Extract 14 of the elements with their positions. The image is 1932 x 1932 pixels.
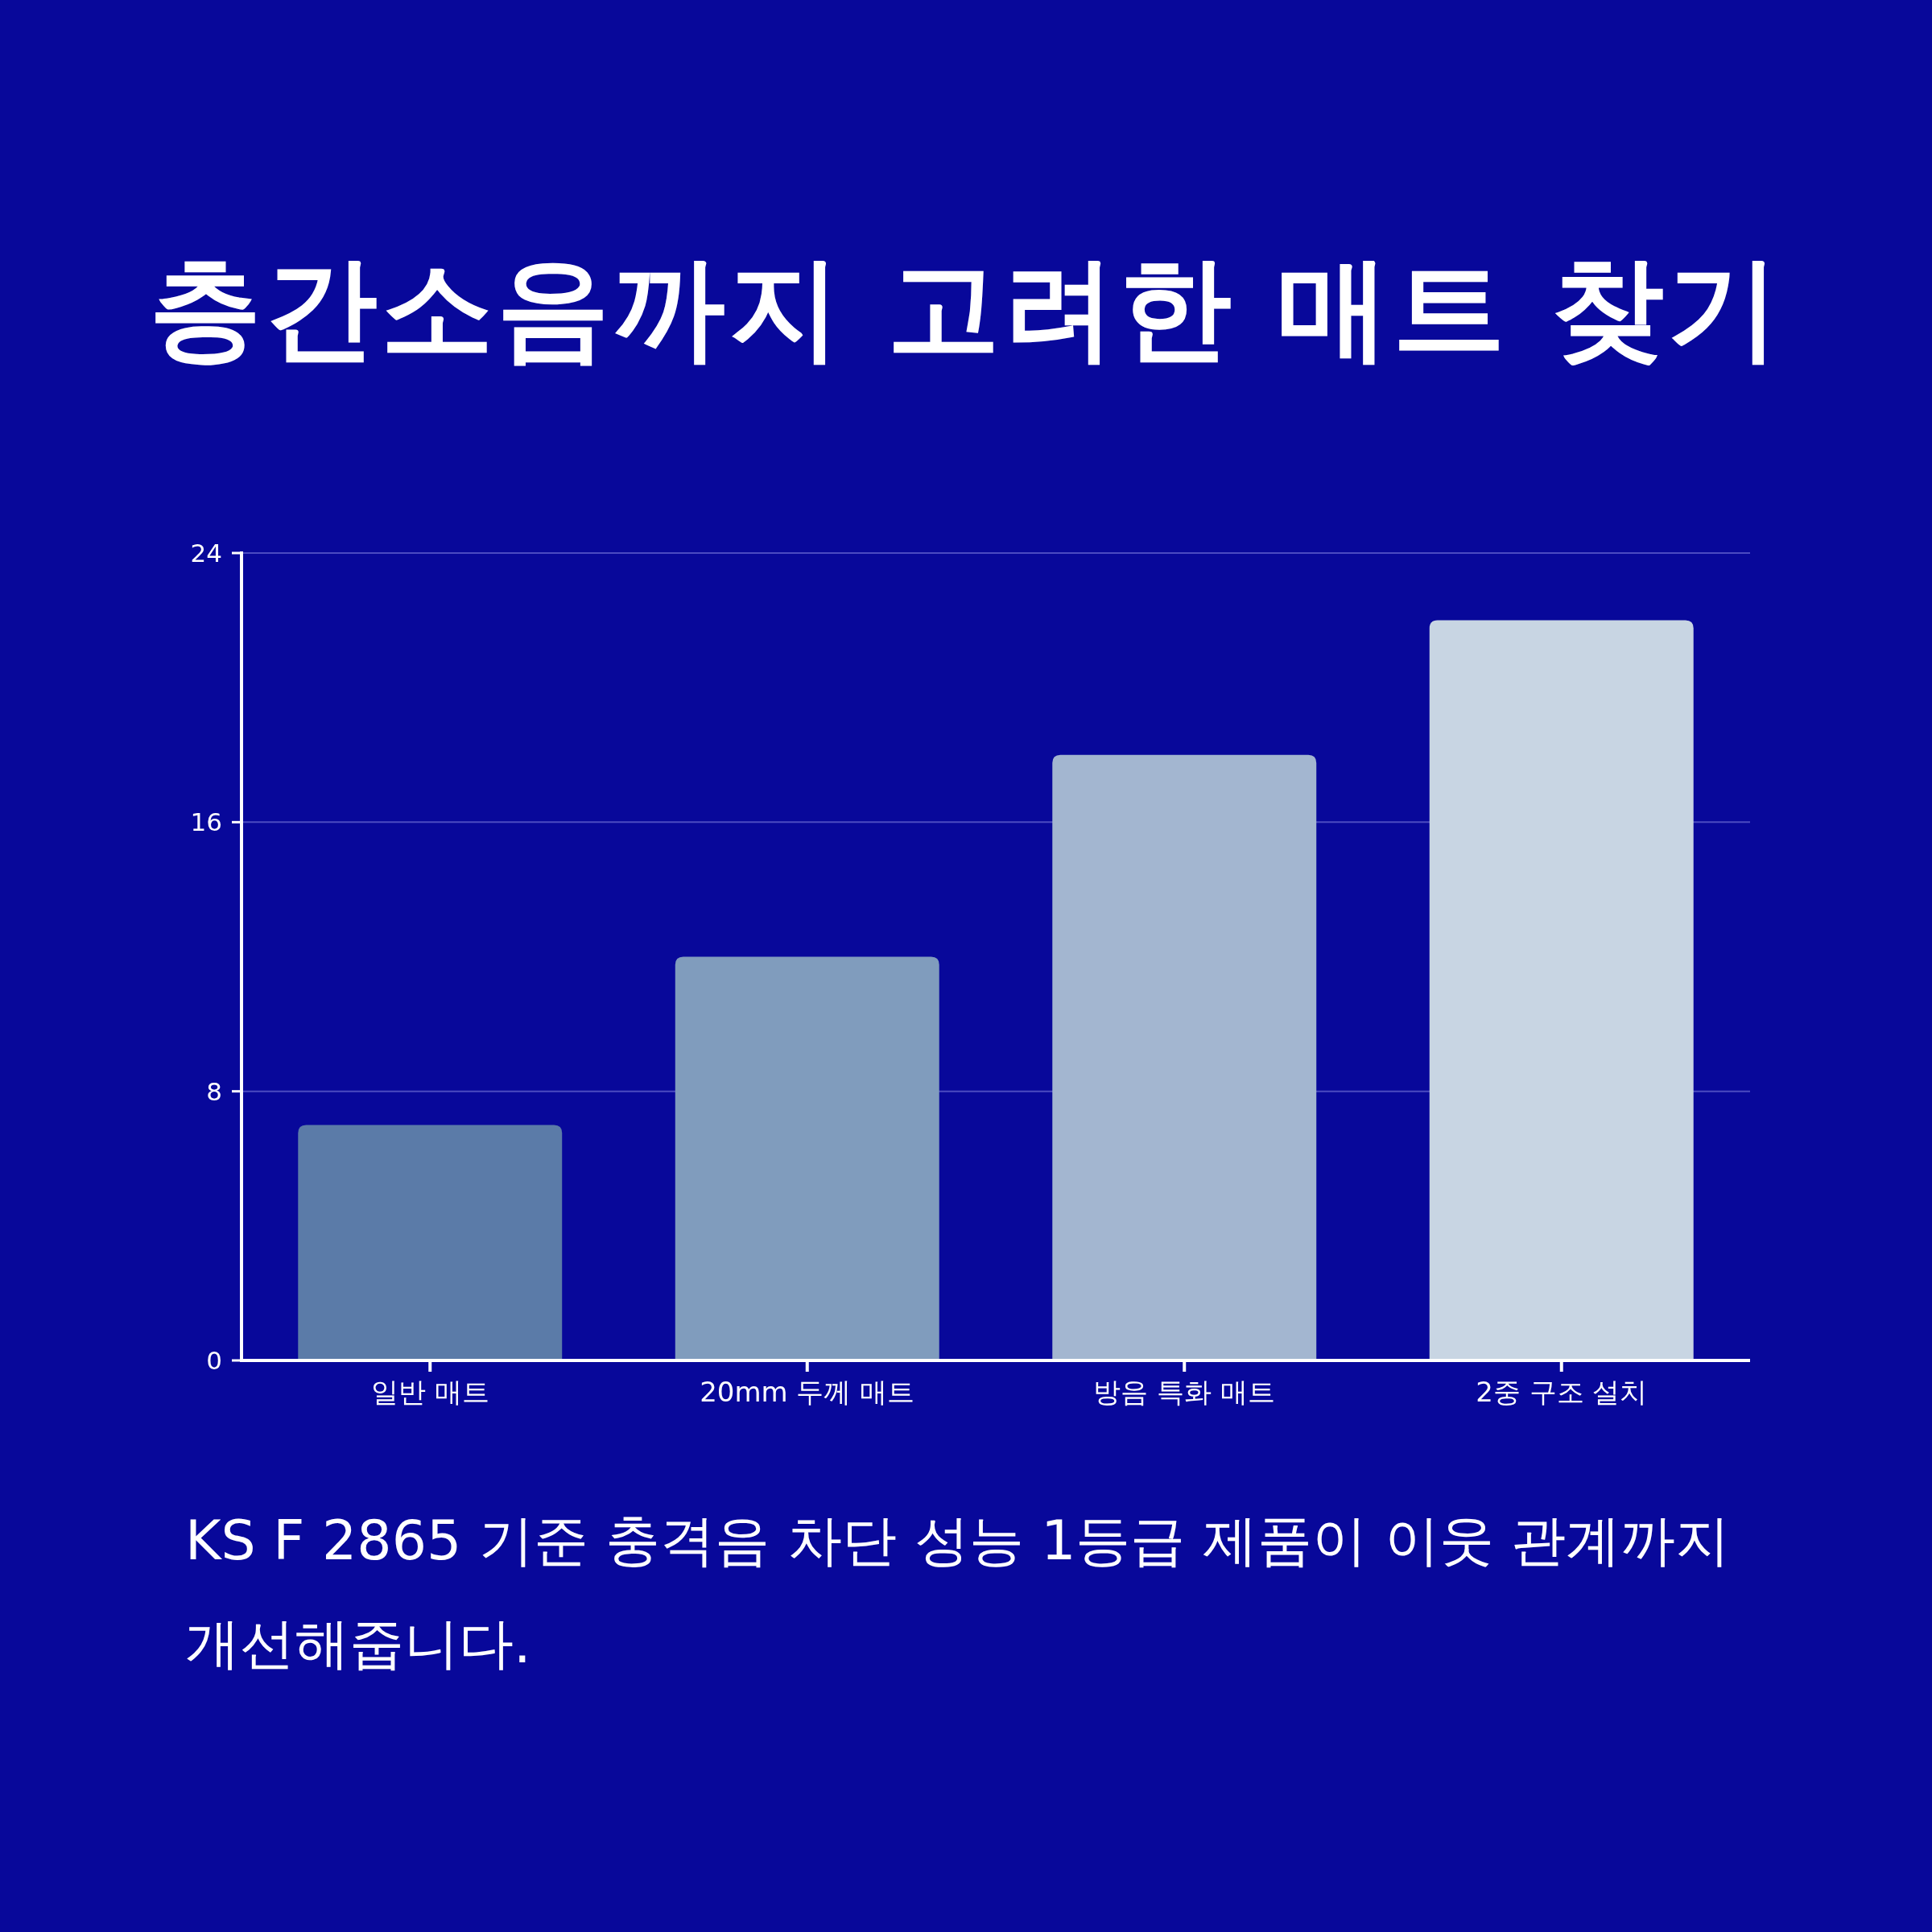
bar <box>298 1125 563 1360</box>
text: KS F 2865 기준 충격음 차단 성능 1등급 제품이 이웃 관계까지 개선해줍니다. <box>185 1508 1732 1677</box>
x-tick-label: 일반 매트 <box>370 1376 489 1408</box>
chart-title: 층간소음까지 고려한 매트 찾기 <box>147 242 1785 375</box>
bar <box>675 956 939 1360</box>
x-tick-label: 방음 특화 매트 <box>1093 1376 1276 1408</box>
y-tick-label: 8 <box>206 1076 222 1106</box>
y-tick-label: 16 <box>190 807 222 837</box>
bar <box>1052 754 1317 1360</box>
x-tick-label: 20mm 두께 매트 <box>700 1376 915 1408</box>
x-tick-label: 2중 구조 설치 <box>1476 1376 1648 1408</box>
y-tick-label: 0 <box>206 1346 222 1375</box>
bar <box>1429 620 1694 1360</box>
y-tick-label: 24 <box>190 539 222 568</box>
